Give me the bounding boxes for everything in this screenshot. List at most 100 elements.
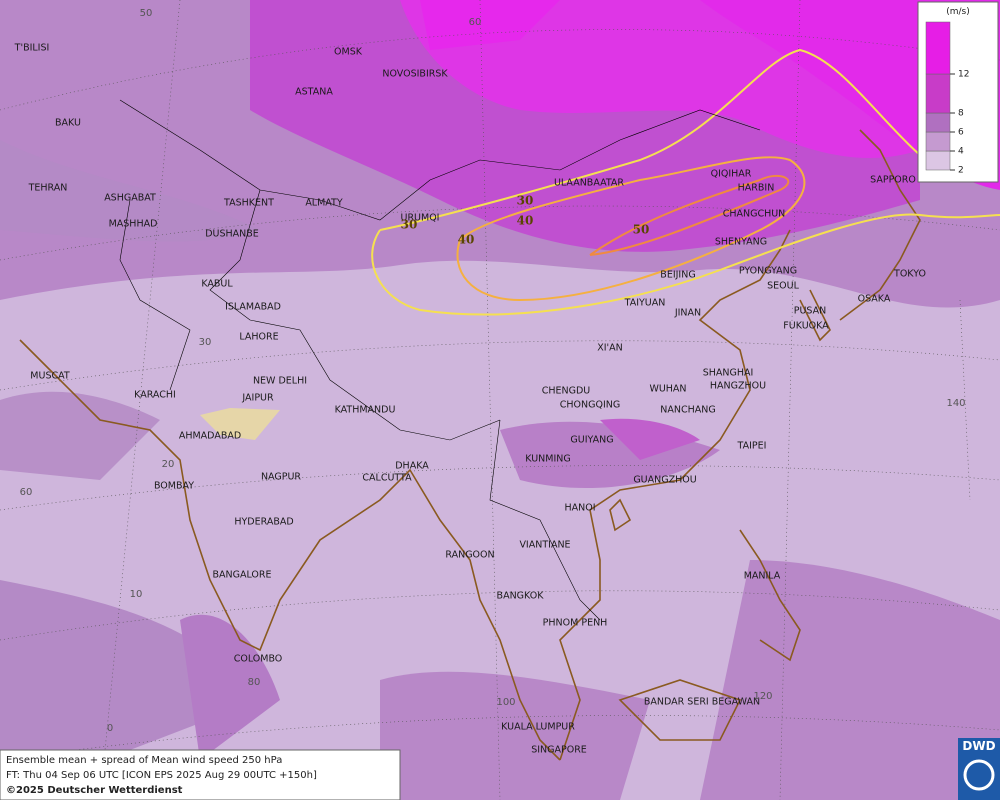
grid-label: 100 bbox=[496, 697, 515, 708]
grid-label: 0 bbox=[107, 723, 113, 734]
city-label: KATHMANDU bbox=[335, 405, 396, 416]
legend-tick-label: 12 bbox=[958, 70, 969, 80]
grid-label: 60 bbox=[20, 487, 33, 498]
city-label: HARBIN bbox=[738, 183, 775, 194]
footer: Ensemble mean + spread of Mean wind spee… bbox=[0, 749, 401, 801]
city-label: TAIPEI bbox=[737, 441, 767, 452]
city-label: NAGPUR bbox=[261, 472, 301, 483]
city-label: WUHAN bbox=[649, 384, 686, 395]
grid-label: 120 bbox=[753, 691, 772, 702]
logo-text: DWD bbox=[962, 739, 995, 753]
grid-label: 20 bbox=[162, 459, 175, 470]
city-label: BANGALORE bbox=[212, 570, 271, 581]
legend-band bbox=[925, 73, 951, 114]
city-label: DHAKA bbox=[395, 461, 429, 472]
legend-unit: (m/s) bbox=[946, 7, 970, 17]
city-label: HANOI bbox=[564, 503, 595, 514]
city-label: NEW DELHI bbox=[253, 376, 307, 387]
city-label: SAPPORO bbox=[870, 175, 916, 186]
logo: DWD bbox=[958, 738, 1000, 800]
city-label: BANDAR SERI BEGAWAN bbox=[644, 697, 760, 708]
city-label: SINGAPORE bbox=[531, 745, 587, 756]
city-label: VIANTIANE bbox=[519, 540, 570, 551]
city-label: TASHKENT bbox=[223, 198, 274, 209]
city-label: PYONGYANG bbox=[739, 266, 797, 277]
city-label: ULAANBAATAR bbox=[554, 178, 624, 189]
city-label: TAIYUAN bbox=[624, 298, 666, 309]
borders bbox=[119, 99, 761, 621]
grid-label: 80 bbox=[248, 677, 261, 688]
city-label: GUANGZHOU bbox=[633, 475, 696, 486]
city-label: MASHHAD bbox=[109, 219, 158, 230]
city-label: CALCUTTA bbox=[362, 473, 412, 484]
city-label: T'BILISI bbox=[14, 43, 50, 54]
city-label: KARACHI bbox=[134, 390, 176, 401]
grid-label: 50 bbox=[140, 8, 153, 19]
legend-tick-label: 6 bbox=[958, 128, 964, 138]
legend-tick-label: 4 bbox=[958, 147, 964, 157]
city-label: PUSAN bbox=[794, 306, 827, 317]
city-label: AHMADABAD bbox=[179, 431, 241, 442]
footer-time: FT: Thu 04 Sep 06 UTC [ICON EPS 2025 Aug… bbox=[6, 770, 317, 781]
contour-label: 30 bbox=[517, 194, 534, 208]
city-label: RANGOON bbox=[445, 550, 494, 561]
contours bbox=[371, 48, 1000, 316]
city-label: HANGZHOU bbox=[710, 381, 766, 392]
city-label: TOKYO bbox=[893, 269, 926, 280]
grid-label: 30 bbox=[199, 337, 212, 348]
city-label: FUKUOKA bbox=[783, 321, 829, 332]
city-label: CHANGCHUN bbox=[723, 209, 786, 220]
city-label: MANILA bbox=[744, 571, 781, 582]
city-label: OMSK bbox=[334, 47, 363, 58]
city-label: TEHRAN bbox=[28, 183, 68, 194]
city-label: DUSHANBE bbox=[205, 229, 259, 240]
city-label: KUNMING bbox=[525, 454, 571, 465]
city-label: URUMQI bbox=[401, 213, 440, 224]
contour-label: 40 bbox=[517, 214, 534, 228]
city-label: SHANGHAI bbox=[703, 368, 754, 379]
coastlines bbox=[19, 129, 921, 761]
city-label: MUSCAT bbox=[30, 371, 70, 382]
city-label: ISLAMABAD bbox=[225, 302, 281, 313]
city-label: CHONGQING bbox=[560, 400, 620, 411]
city-label: KUALA LUMPUR bbox=[501, 722, 575, 733]
city-label: JAIPUR bbox=[241, 393, 274, 404]
grid-label: 60 bbox=[469, 17, 482, 28]
city-label: JINAN bbox=[674, 308, 701, 319]
city-label: XI'AN bbox=[597, 343, 623, 354]
contour-label: 40 bbox=[458, 233, 475, 247]
city-label: SHENYANG bbox=[715, 237, 767, 248]
city-label: NOVOSIBIRSK bbox=[382, 69, 448, 80]
grid-label: 140 bbox=[946, 398, 965, 409]
city-label: BANGKOK bbox=[497, 591, 545, 602]
legend-tick-label: 8 bbox=[958, 109, 964, 119]
footer-title: Ensemble mean + spread of Mean wind spee… bbox=[6, 755, 282, 766]
city-label: QIQIHAR bbox=[711, 169, 752, 180]
legend-band bbox=[925, 131, 951, 152]
city-label: COLOMBO bbox=[234, 654, 283, 665]
city-label: KABUL bbox=[201, 279, 233, 290]
legend-band bbox=[925, 112, 951, 133]
legend-tick-label: 2 bbox=[958, 166, 964, 176]
city-label: GUIYANG bbox=[570, 435, 613, 446]
city-label: HYDERABAD bbox=[234, 517, 293, 528]
city-label: ASHGABAT bbox=[104, 193, 156, 204]
grid-label: 10 bbox=[130, 589, 143, 600]
legend: (m/s) 2 4 6 8 12 bbox=[917, 1, 999, 183]
city-label: OSAKA bbox=[858, 294, 891, 305]
footer-copyright: ©2025 Deutscher Wetterdienst bbox=[6, 785, 183, 796]
city-label: PHNOM PENH bbox=[543, 618, 608, 629]
contour-label: 50 bbox=[633, 223, 650, 237]
city-label: LAHORE bbox=[239, 332, 278, 343]
contour-label: 30 bbox=[401, 218, 418, 232]
city-label: BOMBAY bbox=[154, 481, 194, 492]
legend-band bbox=[925, 21, 951, 75]
city-label: ASTANA bbox=[295, 87, 333, 98]
legend-band bbox=[925, 150, 951, 171]
city-label: CHENGDU bbox=[542, 386, 591, 397]
city-label: BAKU bbox=[55, 118, 81, 129]
city-label: SEOUL bbox=[767, 281, 799, 292]
city-label: BEIJING bbox=[660, 270, 695, 281]
